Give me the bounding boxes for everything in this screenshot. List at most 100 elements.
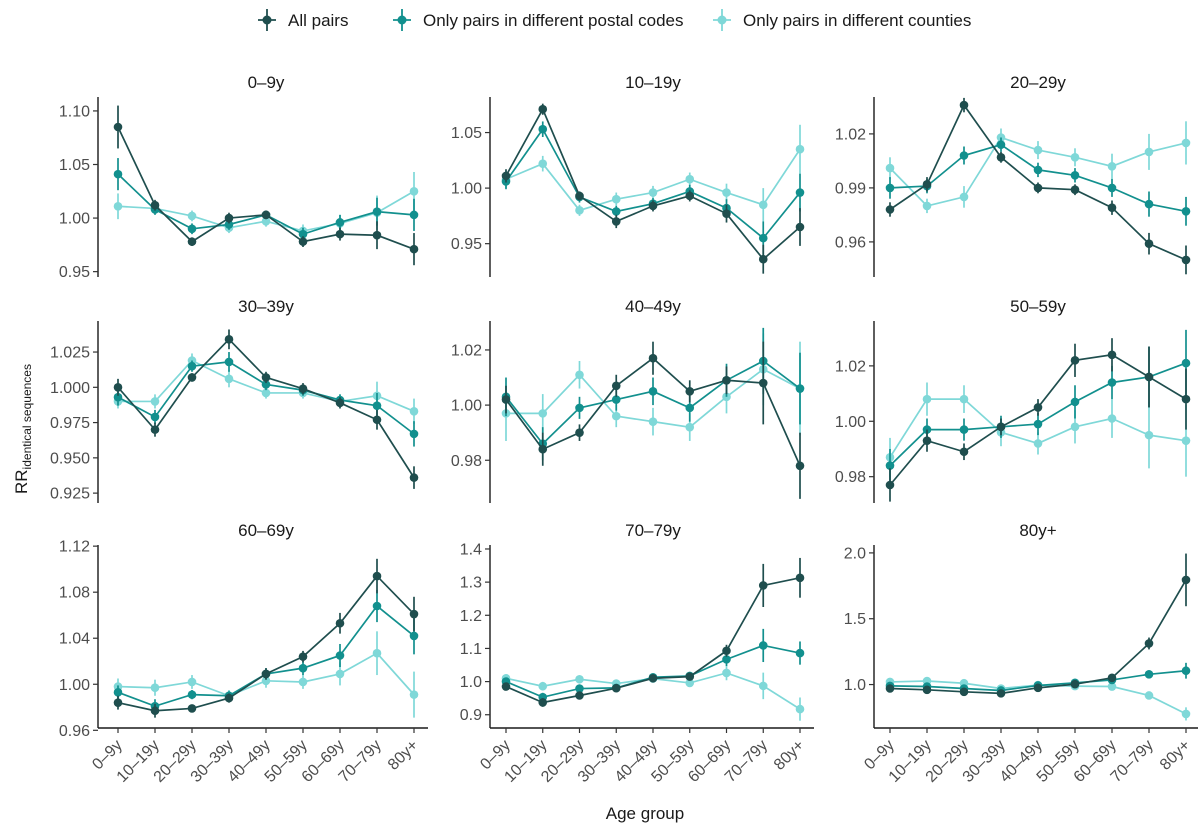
data-point (501, 395, 511, 404)
data-point (1181, 207, 1191, 216)
data-point (685, 422, 695, 432)
data-point (648, 353, 658, 363)
data-point (795, 222, 805, 232)
data-point (150, 412, 160, 422)
y-tick-label: 1.04 (59, 631, 90, 648)
data-point (685, 672, 695, 681)
y-tick-label: 0.975 (50, 415, 90, 432)
y-tick-label: 0.99 (835, 180, 866, 197)
panel-title: 70–79y (625, 521, 681, 540)
data-point (150, 200, 160, 210)
legend-label: All pairs (288, 11, 348, 30)
data-point (575, 370, 584, 380)
y-tick-label: 1.05 (451, 125, 482, 142)
panel-title: 10–19y (625, 73, 681, 92)
data-point (409, 186, 419, 196)
data-point (538, 104, 548, 114)
data-point (611, 683, 621, 693)
legend-label: Only pairs in different counties (743, 11, 971, 30)
data-point (1033, 183, 1043, 193)
data-point (685, 678, 695, 688)
data-point (685, 191, 695, 201)
y-tick-label: 1.3 (460, 575, 482, 592)
data-point (261, 210, 271, 220)
data-point (298, 652, 308, 661)
data-point (648, 188, 658, 197)
y-tick-label: 1.02 (451, 342, 482, 359)
data-point (1033, 145, 1043, 155)
data-point (575, 428, 584, 437)
panel-title: 80y+ (1019, 521, 1056, 540)
y-tick-label: 1.05 (59, 157, 90, 174)
data-point (1181, 138, 1191, 148)
data-point (1107, 682, 1117, 691)
legend: All pairs Only pairs in different postal … (258, 9, 971, 31)
data-point (722, 655, 731, 664)
y-tick-label: 1.10 (59, 103, 90, 120)
data-point (959, 687, 969, 697)
data-point (224, 357, 234, 367)
data-point (1181, 575, 1191, 585)
data-point (795, 384, 805, 393)
data-point (722, 375, 731, 385)
data-point (722, 188, 731, 197)
data-point (1033, 403, 1043, 412)
data-point (538, 124, 548, 134)
data-point (722, 392, 731, 402)
data-point (538, 444, 548, 454)
series-all-pairs (113, 329, 419, 489)
data-point (885, 163, 895, 173)
y-tick-label: 1.2 (460, 608, 482, 625)
data-point (1181, 394, 1191, 404)
legend-key (258, 9, 276, 31)
data-point (611, 194, 621, 204)
data-point (538, 409, 548, 418)
y-tick-label: 2.0 (844, 545, 866, 562)
y-tick-label: 1.000 (50, 380, 90, 397)
data-point (150, 397, 160, 406)
data-point (298, 677, 308, 687)
data-point (575, 191, 584, 201)
panel-title: 0–9y (248, 73, 285, 92)
series-only-pairs-in-different-counties (885, 121, 1191, 214)
series-only-pairs-in-different-counties (885, 382, 1191, 477)
data-point (372, 230, 382, 240)
data-point (113, 698, 123, 707)
data-point (685, 403, 695, 413)
data-point (1107, 183, 1117, 193)
y-tick-label: 0.95 (59, 264, 90, 281)
x-axis-title: Age group (606, 804, 684, 823)
data-point (1144, 239, 1154, 248)
panel-2: 10–19y 0.95 1.00 1.05 (451, 73, 805, 277)
data-point (685, 174, 695, 184)
legend-key (393, 9, 411, 31)
panel-title: 60–69y (238, 521, 294, 540)
data-point (1181, 709, 1191, 719)
data-point (1070, 171, 1080, 180)
data-point (409, 210, 419, 220)
data-point (298, 229, 308, 239)
panel-1: 0–9y 0.95 1.00 1.05 1.10 (59, 73, 419, 281)
data-point (409, 631, 419, 641)
y-tick-label: 1.02 (835, 126, 866, 143)
data-point (1144, 147, 1154, 157)
data-point (113, 383, 123, 392)
data-point (1144, 430, 1154, 440)
data-point (648, 201, 658, 211)
series-line (117, 338, 415, 479)
data-point (113, 122, 123, 132)
data-point (261, 216, 271, 226)
data-point (575, 684, 584, 693)
data-point (648, 673, 658, 683)
data-point (922, 180, 932, 189)
legend-key-point (397, 15, 407, 25)
data-point (224, 374, 234, 384)
data-point (501, 682, 511, 691)
data-point (261, 669, 271, 679)
data-point (187, 704, 197, 713)
data-point (1144, 669, 1154, 679)
legend-label: Only pairs in different postal codes (423, 11, 684, 30)
data-point (1107, 162, 1117, 171)
y-axis-title-subscript: identical sequences (20, 364, 34, 469)
